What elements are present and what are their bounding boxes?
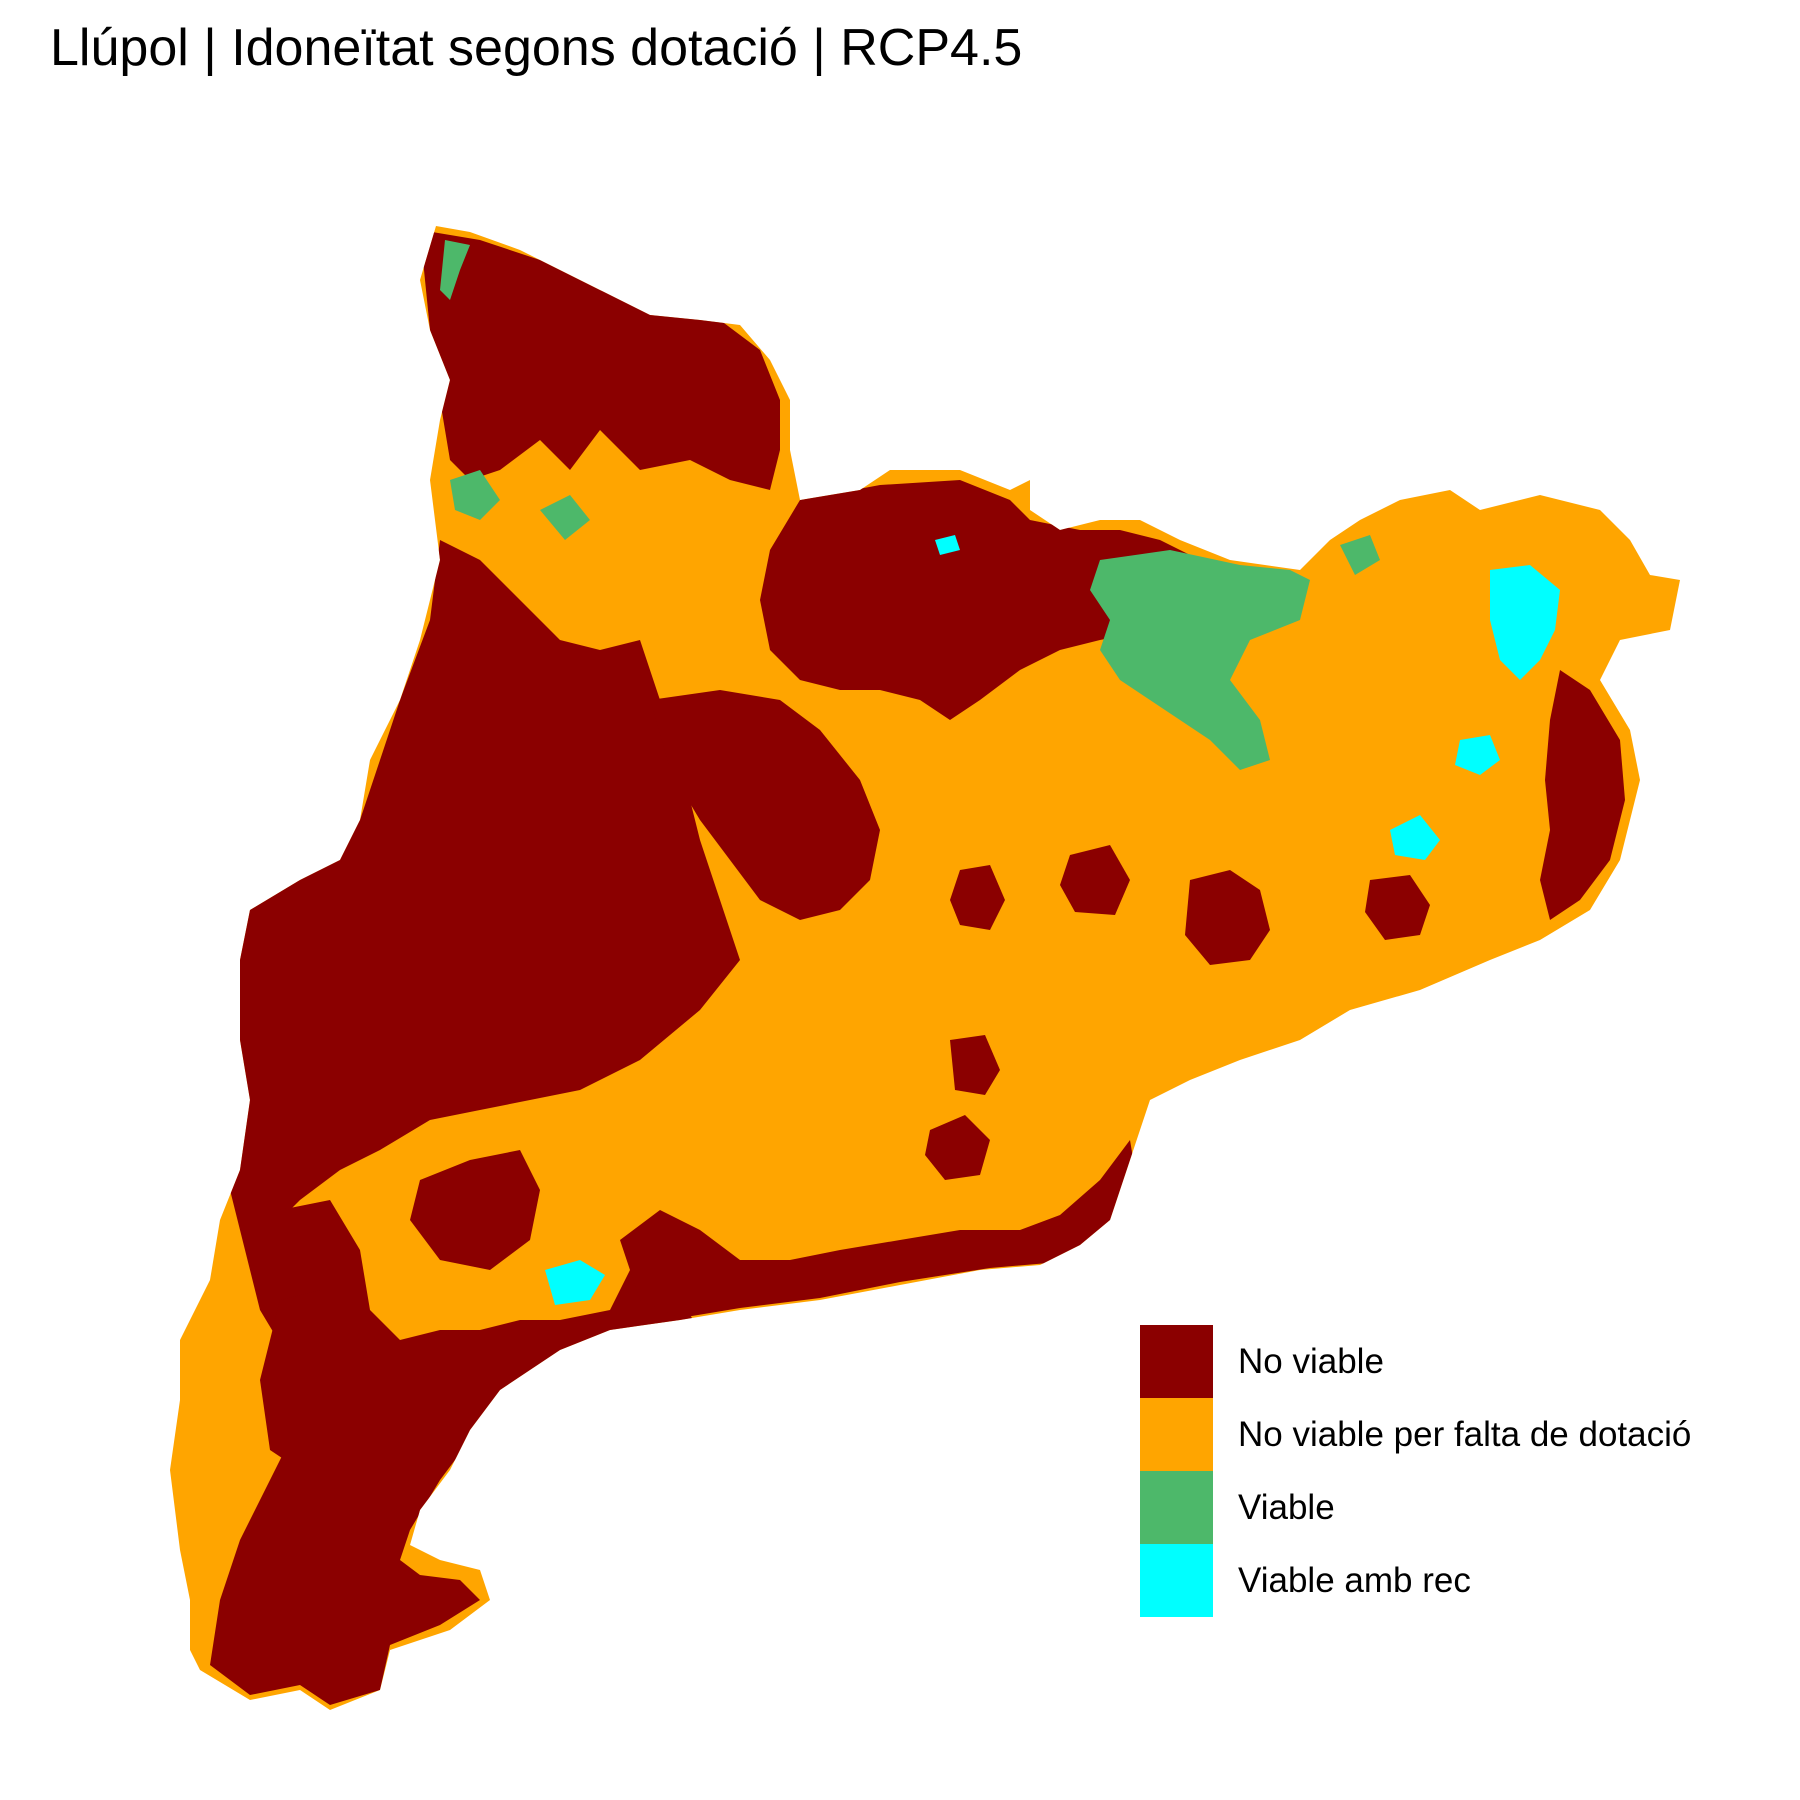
- region-no-viable-mountain-3: [1365, 875, 1430, 940]
- region-viable-rec-emporda: [1490, 565, 1560, 680]
- region-viable-rec-llob: [545, 1260, 605, 1305]
- region-no-viable-east-coast: [1540, 670, 1625, 920]
- legend-label-no-viable: No viable: [1238, 1341, 1384, 1381]
- legend-item-no-viable-dotacio: No viable per falta de dotació: [1140, 1398, 1691, 1471]
- region-no-viable-coast-south: [620, 1140, 1140, 1318]
- legend-swatch-no-viable-dotacio: [1140, 1398, 1213, 1471]
- region-viable-rec-gi-1: [1455, 735, 1500, 775]
- region-viable-valley-3: [540, 495, 590, 540]
- legend-swatch-viable-amb-rec: [1140, 1544, 1213, 1617]
- legend-label-viable-amb-rec: Viable amb rec: [1238, 1560, 1471, 1600]
- map-title: Llúpol | Idoneïtat segons dotació | RCP4…: [50, 19, 1023, 77]
- region-no-viable-mountain-7: [950, 1035, 1000, 1095]
- legend-item-no-viable: No viable: [1140, 1325, 1691, 1398]
- legend-swatch-no-viable: [1140, 1325, 1213, 1398]
- region-viable-rec-small: [935, 535, 960, 555]
- legend-item-viable: Viable: [1140, 1471, 1691, 1544]
- region-viable-valley-1: [440, 240, 470, 300]
- region-no-viable-mountain-1: [410, 1150, 540, 1270]
- region-no-viable-mountain-2: [1185, 870, 1270, 965]
- region-no-viable-mountain-5: [950, 865, 1005, 930]
- legend-swatch-viable: [1140, 1471, 1213, 1544]
- region-no-viable-mountain-4: [1060, 845, 1130, 915]
- legend-label-no-viable-dotacio: No viable per falta de dotació: [1238, 1414, 1692, 1454]
- region-viable-valley-2: [450, 470, 500, 520]
- region-no-viable-west: [220, 540, 740, 1230]
- region-no-viable-central-west: [650, 690, 880, 920]
- legend-item-viable-amb-rec: Viable amb rec: [1140, 1544, 1691, 1617]
- region-no-viable-pyrenees-east: [760, 480, 1300, 720]
- legend-label-viable: Viable: [1238, 1487, 1335, 1527]
- map-legend: No viable No viable per falta de dotació…: [1140, 1325, 1691, 1617]
- region-viable-valley-4: [1340, 535, 1380, 575]
- region-no-viable-north: [420, 230, 780, 490]
- region-viable-rec-gi-2: [1390, 815, 1440, 860]
- region-viable-garrotxa: [1090, 550, 1310, 770]
- region-no-viable-mountain-6: [925, 1115, 990, 1180]
- region-no-viable-hill-west: [260, 1290, 340, 1470]
